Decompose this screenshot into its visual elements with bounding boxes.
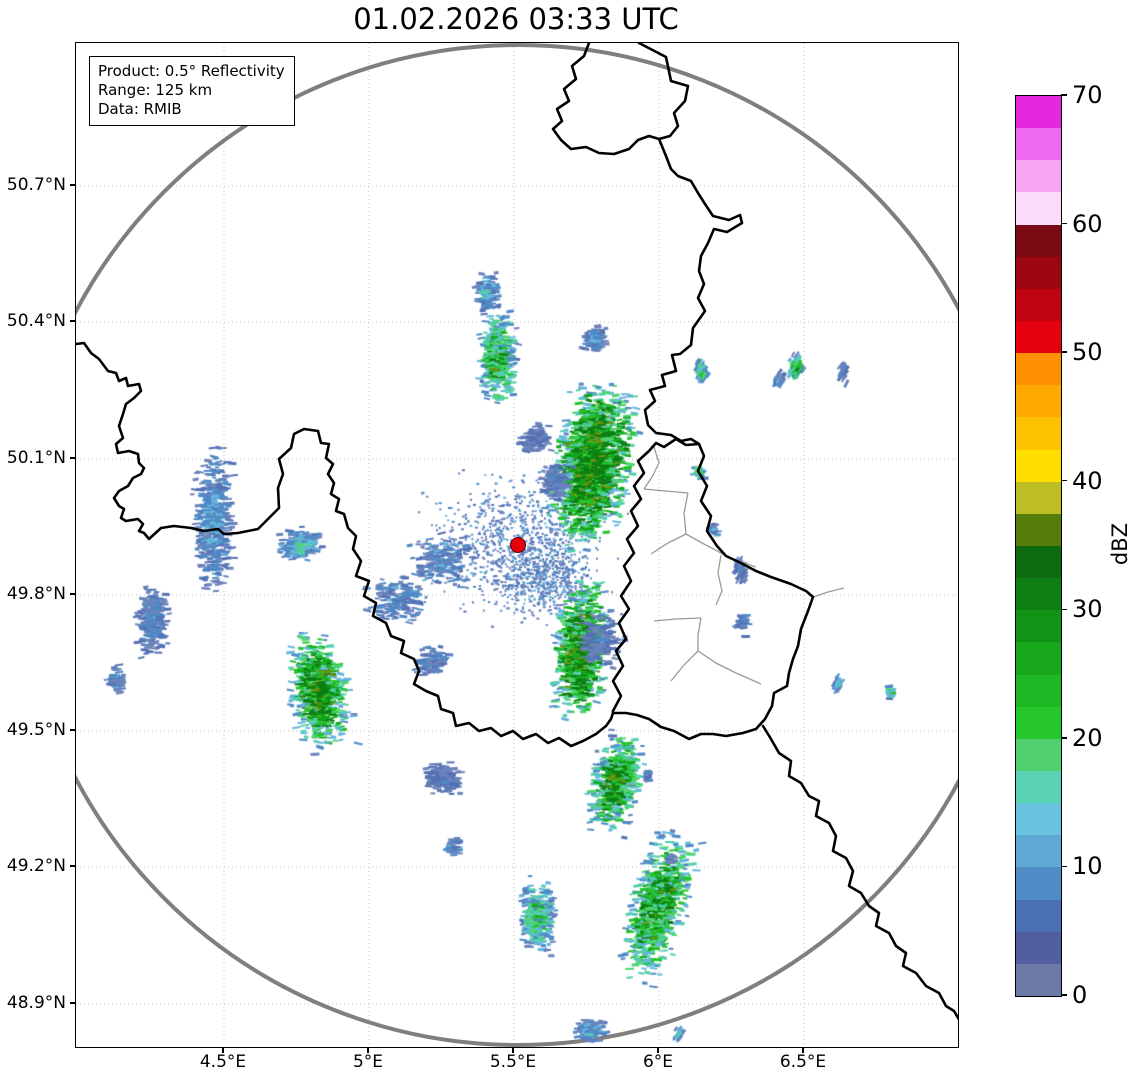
product-info-line: Product: 0.5° Reflectivity xyxy=(98,62,285,80)
district-border-path xyxy=(715,554,723,606)
x-tick-mark xyxy=(367,1048,369,1053)
district-border-path xyxy=(643,488,689,494)
colorbar-tick-label: 10 xyxy=(1072,852,1103,881)
colorbar-tick-label: 50 xyxy=(1072,338,1103,367)
country-borders xyxy=(76,43,958,1021)
country-border-path xyxy=(611,437,815,741)
y-tick-label: 48.9°N xyxy=(6,993,66,1013)
district-border-path xyxy=(812,587,845,598)
colorbar-tick-mark xyxy=(1061,608,1067,611)
radar-map-plot-area: Product: 0.5° Reflectivity Range: 125 km… xyxy=(75,42,959,1048)
y-tick-label: 50.4°N xyxy=(6,311,66,331)
y-tick-label: 50.1°N xyxy=(6,448,66,468)
x-tick-mark xyxy=(802,1048,804,1053)
colorbar-segment xyxy=(1016,224,1061,257)
colorbar-tick-mark xyxy=(1061,865,1067,868)
colorbar-segment xyxy=(1016,610,1061,643)
y-tick-mark xyxy=(70,729,75,731)
colorbar-segment xyxy=(1016,449,1061,482)
colorbar-segment xyxy=(1016,320,1061,354)
colorbar-tick-mark xyxy=(1061,94,1067,96)
colorbar-tick-mark xyxy=(1061,351,1067,353)
colorbar-segment xyxy=(1016,899,1061,932)
x-tick-mark xyxy=(222,1048,224,1053)
district-border-path xyxy=(670,650,699,682)
colorbar-tick-mark xyxy=(1061,222,1067,225)
country-border-path xyxy=(643,137,744,446)
district-border-path xyxy=(697,650,762,685)
y-tick-mark xyxy=(70,865,75,867)
x-tick-mark xyxy=(657,1048,659,1053)
colorbar-segment xyxy=(1016,160,1061,193)
colorbar-segment xyxy=(1016,578,1061,611)
colorbar xyxy=(1015,95,1062,997)
plot-title: 01.02.2026 03:33 UTC xyxy=(353,2,679,36)
colorbar-segment xyxy=(1016,96,1061,129)
y-tick-mark xyxy=(70,593,75,595)
colorbar-segment xyxy=(1016,674,1061,707)
colorbar-segment xyxy=(1016,835,1061,868)
y-tick-mark xyxy=(70,184,75,186)
colorbar-tick-label: 40 xyxy=(1072,466,1103,495)
colorbar-tick-label: 0 xyxy=(1072,981,1088,1009)
country-border-path xyxy=(551,43,690,156)
colorbar-segment xyxy=(1016,353,1061,386)
y-tick-mark xyxy=(70,457,75,459)
product-info-line: Data: RMIB xyxy=(98,100,182,118)
y-tick-label: 49.2°N xyxy=(6,856,66,876)
x-tick-label: 6.5°E xyxy=(779,1052,827,1072)
y-tick-mark xyxy=(70,1002,75,1004)
y-tick-mark xyxy=(70,320,75,322)
colorbar-segment xyxy=(1016,706,1061,739)
colorbar-segment xyxy=(1016,963,1061,996)
borders-layer xyxy=(76,43,958,1021)
colorbar-segment xyxy=(1016,481,1061,514)
colorbar-segment xyxy=(1016,545,1061,579)
product-info-line: Range: 125 km xyxy=(98,81,213,99)
colorbar-segment xyxy=(1016,288,1061,321)
colorbar-tick-mark xyxy=(1061,994,1067,996)
x-tick-label: 5.5°E xyxy=(489,1052,537,1072)
country-border-path xyxy=(761,724,958,1021)
colorbar-tick-label: 70 xyxy=(1072,81,1103,109)
colorbar-tick-mark xyxy=(1061,737,1067,739)
district-border-path xyxy=(697,617,702,651)
product-info-box: Product: 0.5° Reflectivity Range: 125 km… xyxy=(89,56,295,126)
colorbar-segment xyxy=(1016,803,1061,836)
y-tick-label: 49.8°N xyxy=(6,584,66,604)
colorbar-tick-label: 60 xyxy=(1072,209,1103,238)
x-tick-label: 6°E xyxy=(642,1052,674,1072)
colorbar-segment xyxy=(1016,128,1061,161)
district-border-path xyxy=(683,492,689,535)
colorbar-segment xyxy=(1016,192,1061,225)
colorbar-tick-mark xyxy=(1061,479,1067,482)
district-border-path xyxy=(653,617,702,622)
x-tick-label: 5°E xyxy=(352,1052,384,1072)
y-tick-label: 49.5°N xyxy=(6,720,66,740)
colorbar-segment xyxy=(1016,867,1061,900)
district-border-path xyxy=(643,446,660,490)
country-border-path xyxy=(76,341,615,748)
x-tick-label: 4.5°E xyxy=(199,1052,247,1072)
colorbar-segment xyxy=(1016,417,1061,450)
radar-site-marker xyxy=(510,537,526,553)
colorbar-segment xyxy=(1016,642,1061,675)
colorbar-segment xyxy=(1016,738,1061,771)
colorbar-segment xyxy=(1016,385,1061,418)
x-tick-mark xyxy=(512,1048,514,1053)
colorbar-segment xyxy=(1016,513,1061,546)
colorbar-segment xyxy=(1016,931,1061,964)
district-border-path xyxy=(650,533,687,555)
colorbar-tick-label: 20 xyxy=(1072,723,1103,752)
colorbar-segment xyxy=(1016,256,1061,289)
colorbar-tick-label: 30 xyxy=(1072,595,1103,624)
y-tick-label: 50.7°N xyxy=(6,175,66,195)
colorbar-segment xyxy=(1016,770,1061,804)
colorbar-axis-label: dBZ xyxy=(1108,522,1132,566)
